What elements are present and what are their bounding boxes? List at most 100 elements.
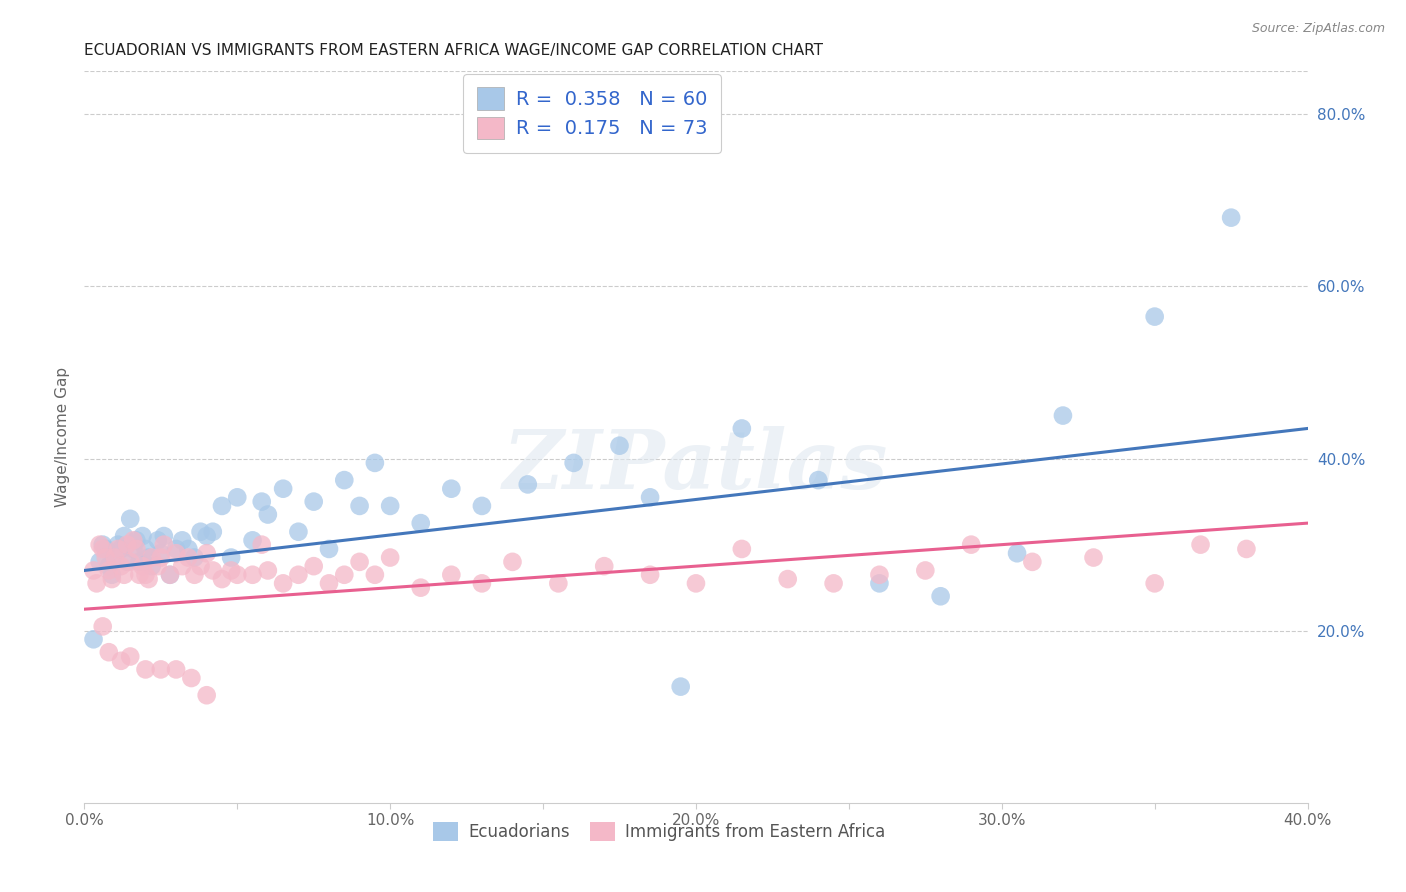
Point [257, 564, 280, 578]
Point [180, 671, 202, 685]
Point [110, 654, 132, 668]
Point [104, 550, 127, 565]
Point [929, 589, 952, 603]
Point [250, 538, 273, 552]
Point [101, 572, 124, 586]
Point [159, 567, 181, 582]
Point [149, 662, 172, 676]
Point [128, 567, 150, 582]
Point [131, 559, 153, 574]
Point [1220, 211, 1243, 225]
Point [122, 541, 145, 556]
Point [190, 524, 212, 539]
Point [409, 516, 432, 530]
Point [380, 499, 402, 513]
Point [165, 662, 187, 676]
Point [638, 567, 661, 582]
Point [83, 632, 105, 647]
Point [190, 559, 212, 574]
Point [869, 567, 891, 582]
Point [502, 555, 524, 569]
Point [1143, 576, 1166, 591]
Point [250, 494, 273, 508]
Point [333, 567, 356, 582]
Point [112, 529, 135, 543]
Point [120, 555, 142, 569]
Point [122, 533, 145, 548]
Point [138, 550, 160, 565]
Y-axis label: Wage/Income Gap: Wage/Income Gap [55, 367, 70, 508]
Point [177, 550, 200, 565]
Point [172, 533, 194, 548]
Point [547, 576, 569, 591]
Point [1189, 538, 1212, 552]
Point [271, 576, 294, 591]
Legend: Ecuadorians, Immigrants from Eastern Africa: Ecuadorians, Immigrants from Eastern Afr… [425, 814, 894, 849]
Point [226, 567, 249, 582]
Point [183, 567, 205, 582]
Point [94, 541, 117, 556]
Point [153, 538, 176, 552]
Point [83, 564, 105, 578]
Point [149, 546, 172, 560]
Point [364, 567, 387, 582]
Point [807, 473, 830, 487]
Point [159, 567, 181, 582]
Point [1143, 310, 1166, 324]
Point [146, 533, 169, 548]
Point [89, 538, 111, 552]
Text: ECUADORIAN VS IMMIGRANTS FROM EASTERN AFRICA WAGE/INCOME GAP CORRELATION CHART: ECUADORIAN VS IMMIGRANTS FROM EASTERN AF… [84, 43, 824, 58]
Point [731, 421, 754, 435]
Point [183, 550, 205, 565]
Point [97, 564, 120, 578]
Point [380, 550, 402, 565]
Point [440, 567, 463, 582]
Point [138, 572, 160, 586]
Point [120, 512, 142, 526]
Point [1052, 409, 1074, 423]
Point [211, 572, 233, 586]
Point [609, 439, 631, 453]
Point [112, 567, 135, 582]
Point [135, 541, 157, 556]
Point [669, 680, 692, 694]
Point [562, 456, 585, 470]
Point [201, 564, 224, 578]
Point [135, 662, 157, 676]
Point [960, 538, 983, 552]
Point [91, 538, 114, 552]
Point [125, 533, 148, 548]
Point [516, 477, 538, 491]
Point [471, 499, 494, 513]
Point [89, 555, 111, 569]
Point [349, 499, 371, 513]
Point [110, 541, 132, 556]
Point [219, 550, 242, 565]
Point [120, 649, 142, 664]
Point [349, 555, 371, 569]
Point [226, 491, 249, 505]
Point [153, 529, 176, 543]
Point [593, 559, 616, 574]
Point [242, 567, 264, 582]
Point [94, 550, 117, 565]
Point [638, 491, 661, 505]
Point [165, 546, 187, 560]
Point [271, 482, 294, 496]
Point [128, 555, 150, 569]
Text: ZIPatlas: ZIPatlas [503, 426, 889, 507]
Point [141, 550, 163, 565]
Point [1083, 550, 1105, 565]
Point [1005, 546, 1028, 560]
Point [131, 529, 153, 543]
Point [135, 567, 157, 582]
Point [177, 541, 200, 556]
Point [685, 576, 707, 591]
Point [914, 564, 936, 578]
Point [219, 564, 242, 578]
Point [869, 576, 891, 591]
Point [302, 494, 325, 508]
Point [97, 559, 120, 574]
Point [115, 538, 138, 552]
Point [107, 538, 129, 552]
